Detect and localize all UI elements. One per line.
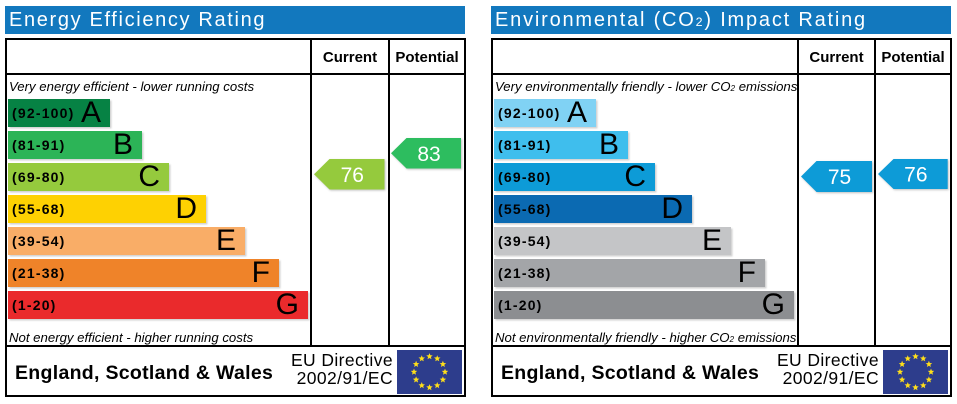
svg-text:76: 76 [340,163,363,186]
svg-text:75: 75 [828,166,851,189]
svg-text:76: 76 [904,163,927,186]
svg-text:83: 83 [417,143,440,166]
